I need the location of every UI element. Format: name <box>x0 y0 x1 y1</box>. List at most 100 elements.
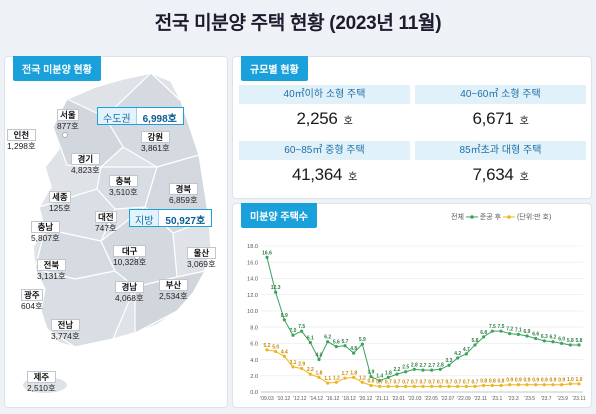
data-point <box>508 332 512 336</box>
data-label: 1.7 <box>342 371 349 377</box>
x-tick-label: '23.5 <box>524 396 535 402</box>
data-label: 1.8 <box>316 370 323 376</box>
data-point <box>525 334 529 338</box>
legend-completed-label: 준공 후 <box>479 214 502 221</box>
chart-unit-note: (단위:만 호) <box>516 214 552 221</box>
region-ulsan: 울산 3,069호 <box>187 247 216 270</box>
data-point <box>421 384 425 388</box>
x-tick-label: '22.09 <box>457 396 471 402</box>
region-daejeon: 대전 747호 <box>95 211 117 234</box>
data-point <box>334 380 338 384</box>
x-tick-label: '22.07 <box>441 396 455 402</box>
size-cell-unit: 호 <box>348 172 358 183</box>
data-label: 7.5 <box>498 324 505 330</box>
data-point <box>352 351 356 355</box>
data-point <box>430 368 434 372</box>
y-tick-label: 14.0 <box>247 277 258 283</box>
size-panel: 규모별 현황 40㎡이하 소형 주택 2,256 호 40~60㎡ 소형 주택 6… <box>232 56 592 199</box>
data-point <box>499 329 503 333</box>
legend-total-label: 전체 <box>451 214 464 221</box>
data-label: 7.1 <box>515 327 522 333</box>
y-tick-label: 16.0 <box>247 260 258 266</box>
size-cell-unit: 호 <box>343 116 353 127</box>
legend-completed-marker <box>503 215 516 219</box>
size-cell-unit: 호 <box>519 172 529 183</box>
data-point <box>317 357 321 362</box>
data-point <box>560 383 564 387</box>
data-point <box>326 340 330 344</box>
capital-summary: 수도권 6,998호 <box>97 107 184 125</box>
data-label: 0.9 <box>541 378 548 384</box>
data-label: 2.7 <box>428 363 435 369</box>
data-point <box>430 384 434 388</box>
y-tick-label: 12.0 <box>247 293 258 299</box>
data-point <box>568 343 572 347</box>
data-point <box>542 383 546 387</box>
size-cell-unit: 호 <box>519 116 529 127</box>
data-point <box>464 352 468 356</box>
data-point <box>282 354 286 358</box>
x-tick-label: '14.12 <box>310 396 324 402</box>
data-label: 12.3 <box>271 285 281 291</box>
data-label: 4.8 <box>350 346 357 352</box>
data-point <box>378 379 382 383</box>
region-busan: 부산 2,534호 <box>159 279 188 302</box>
data-point <box>464 384 468 388</box>
region-gwangju: 광주 604호 <box>21 289 43 312</box>
data-label: 6.2 <box>550 335 557 341</box>
size-cell-label: 85㎡초과 대형 주택 <box>415 141 586 160</box>
data-label: 0.7 <box>454 379 461 385</box>
data-point <box>352 375 356 379</box>
data-label: 1.2 <box>359 375 366 381</box>
data-point <box>482 335 486 339</box>
data-point <box>473 343 477 347</box>
chart-panel: 0.0 2.0 4.0 6.0 8.0 10.0 12.0 14.0 16.0 18.0 '09.0… <box>232 203 592 408</box>
x-tick-label: '16.12 <box>326 396 340 402</box>
size-cell-value: 2,256 <box>296 109 338 128</box>
data-point <box>447 363 451 367</box>
capital-label: 수도권 <box>98 108 137 125</box>
data-point <box>334 344 338 349</box>
data-point <box>395 372 399 376</box>
region-jeju: 제주 2,510호 <box>27 371 56 394</box>
data-label: 0.7 <box>402 379 409 385</box>
local-value: 50,927호 <box>165 216 206 227</box>
data-label: 6.6 <box>532 331 539 337</box>
data-label: 1.2 <box>333 375 340 381</box>
y-tick-label: 6.0 <box>250 342 258 348</box>
x-tick-label: '23.7 <box>541 396 552 402</box>
data-point <box>551 383 555 387</box>
data-label: 3.3 <box>446 358 453 364</box>
data-label: 2.2 <box>394 367 401 373</box>
y-tick-label: 2.0 <box>250 374 258 380</box>
size-cell-value: 6,671 <box>472 109 514 128</box>
x-tick-label: '22.03 <box>408 396 422 402</box>
data-point <box>508 383 512 387</box>
x-tick-label: '23.9 <box>557 396 568 402</box>
data-point <box>369 374 373 379</box>
data-point <box>577 382 581 386</box>
data-label: 0.9 <box>524 378 531 384</box>
data-point <box>516 383 520 387</box>
x-tick-label: '18.12 <box>342 396 356 402</box>
data-label: 1.8 <box>350 370 357 376</box>
x-tick-label: '23.3 <box>508 396 519 402</box>
data-label: 1.0 <box>576 377 583 383</box>
x-tick-label: '09.03 <box>260 396 274 402</box>
data-label: 0.7 <box>385 379 392 385</box>
x-tick-label: '10.12 <box>277 396 291 402</box>
size-panel-tag: 규모별 현황 <box>241 56 308 81</box>
data-label: 5.9 <box>359 337 366 343</box>
data-label: 1.4 <box>376 374 383 380</box>
data-label: 7.0 <box>290 328 297 334</box>
data-label: 0.7 <box>472 379 479 385</box>
data-label: 0.9 <box>558 378 565 384</box>
data-label: 4.7 <box>463 347 470 353</box>
data-point <box>378 384 382 388</box>
data-label: 2.7 <box>420 363 427 369</box>
data-label: 6.0 <box>558 336 565 342</box>
region-gangwon: 강원 3,861호 <box>141 131 170 154</box>
data-point <box>274 290 278 294</box>
local-summary: 지방 50,927호 <box>129 209 213 227</box>
legend-total-marker <box>465 215 478 219</box>
